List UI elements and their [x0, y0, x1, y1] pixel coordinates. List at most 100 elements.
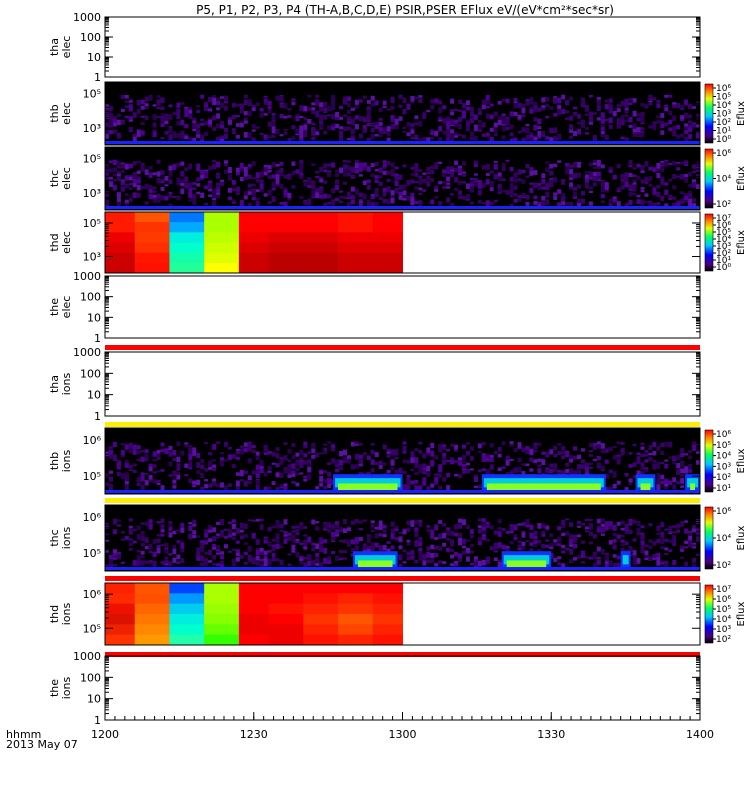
noise-cell	[105, 564, 109, 570]
heatmap-cell	[268, 232, 304, 243]
noise-cell	[688, 543, 693, 548]
noise-cell	[596, 546, 601, 552]
noise-cell	[160, 106, 165, 111]
noise-cell	[553, 127, 558, 134]
noise-cell	[668, 127, 673, 132]
noise-cell	[370, 544, 375, 551]
noise-cell	[545, 191, 550, 198]
noise-cell	[152, 552, 157, 558]
noise-cell	[497, 191, 502, 195]
noise-cell	[343, 126, 347, 131]
noise-cell	[557, 160, 562, 163]
noise-cell	[192, 530, 197, 535]
noise-cell	[105, 549, 109, 552]
noise-cell	[168, 194, 173, 198]
noise-cell	[303, 453, 308, 458]
noise-cell	[251, 197, 256, 201]
noise-cell	[128, 529, 133, 535]
heatmap-cell	[338, 614, 374, 625]
noise-cell	[382, 533, 387, 538]
noise-cell	[458, 540, 462, 546]
noise-cell	[188, 191, 193, 197]
noise-cell	[664, 552, 669, 556]
heatmap-cell	[105, 614, 136, 625]
noise-cell	[275, 170, 280, 175]
noise-cell	[458, 537, 462, 543]
noise-cell	[485, 132, 490, 137]
noise-cell	[668, 178, 673, 182]
noise-cell	[577, 128, 581, 135]
noise-cell	[168, 131, 173, 134]
noise-cell	[358, 520, 363, 524]
noise-cell	[216, 123, 221, 129]
noise-cell	[458, 109, 462, 112]
noise-cell	[132, 136, 137, 143]
noise-cell	[184, 113, 189, 118]
noise-cell	[350, 199, 355, 205]
noise-cell	[335, 184, 340, 191]
noise-cell	[489, 525, 494, 530]
noise-cell	[311, 107, 316, 111]
noise-cell	[374, 121, 379, 126]
noise-cell	[188, 163, 193, 170]
colorbar-tick-label: 10⁷	[716, 214, 731, 224]
noise-cell	[477, 180, 482, 186]
noise-cell	[319, 124, 324, 130]
noise-cell	[652, 541, 657, 545]
noise-cell	[128, 465, 133, 469]
panel-label-species: elec	[60, 296, 73, 319]
noise-cell	[378, 117, 383, 121]
noise-cell	[573, 537, 578, 543]
noise-cell	[616, 458, 621, 465]
noise-cell	[616, 117, 621, 123]
noise-cell	[632, 98, 637, 101]
event-mid	[503, 555, 550, 565]
status-bar	[105, 345, 700, 350]
noise-cell	[434, 553, 439, 558]
noise-cell	[243, 170, 248, 177]
noise-cell	[569, 129, 574, 133]
colorbar-tick-label: 10³	[716, 462, 731, 472]
colorbar	[704, 213, 714, 272]
noise-cell	[692, 525, 697, 529]
noise-cell	[600, 523, 605, 527]
noise-cell	[577, 198, 581, 204]
noise-cell	[160, 186, 165, 191]
noise-cell	[362, 125, 367, 129]
noise-cell	[275, 164, 280, 167]
noise-cell	[136, 179, 141, 184]
noise-cell	[561, 519, 566, 526]
noise-cell	[557, 451, 562, 456]
noise-cell	[208, 188, 213, 192]
noise-cell	[156, 479, 161, 484]
noise-cell	[176, 163, 181, 168]
noise-cell	[624, 110, 629, 114]
noise-cell	[565, 202, 570, 206]
noise-cell	[513, 198, 518, 203]
noise-cell	[426, 181, 431, 187]
noise-cell	[557, 526, 562, 531]
noise-cell	[525, 194, 530, 200]
noise-cell	[335, 197, 340, 202]
noise-cell	[477, 124, 482, 128]
noise-cell	[208, 460, 213, 467]
noise-cell	[212, 115, 217, 121]
x-tick-label: 1200	[91, 728, 119, 741]
noise-cell	[295, 472, 300, 476]
noise-cell	[616, 108, 621, 113]
noise-cell	[533, 540, 538, 545]
noise-cell	[327, 478, 332, 484]
noise-cell	[251, 190, 256, 194]
noise-cell	[180, 182, 185, 187]
noise-cell	[505, 119, 510, 126]
noise-cell	[299, 560, 304, 565]
noise-cell	[410, 451, 415, 458]
noise-cell	[164, 113, 169, 118]
noise-cell	[204, 186, 209, 190]
noise-cell	[473, 557, 478, 563]
noise-cell	[426, 166, 431, 172]
noise-cell	[473, 129, 478, 132]
noise-cell	[287, 108, 292, 111]
noise-cell	[501, 166, 506, 172]
noise-cell	[422, 111, 427, 115]
